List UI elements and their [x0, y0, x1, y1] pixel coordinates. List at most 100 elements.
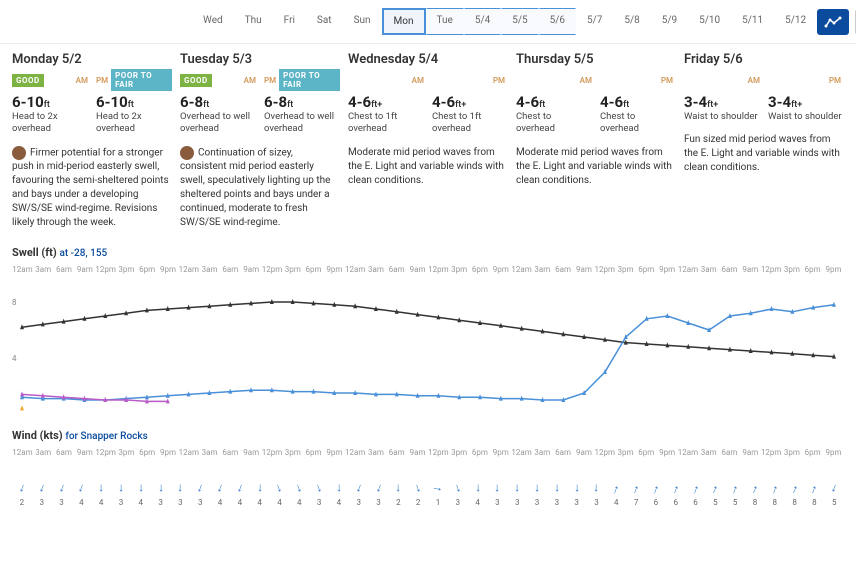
day-nav-item[interactable]: Thu: [234, 8, 273, 35]
am-label: AM: [409, 76, 427, 85]
time-tick: 3pm: [116, 448, 137, 457]
chart-view-toggle[interactable]: [817, 9, 849, 35]
wind-value: 4: [277, 498, 282, 507]
day-nav-item[interactable]: 5/4: [464, 8, 501, 35]
day-nav-item[interactable]: Wed: [192, 8, 234, 35]
wind-arrow-icon: ↑: [373, 482, 383, 497]
time-tick: 12pm: [262, 265, 283, 274]
am-label: AM: [577, 76, 595, 85]
time-tick: 9pm: [158, 265, 179, 274]
time-tick: 9am: [241, 265, 262, 274]
time-tick: 6pm: [636, 265, 657, 274]
day-nav-item[interactable]: 5/11: [731, 8, 774, 35]
wind-cell: ↑3: [488, 482, 508, 507]
wind-cell: ↑3: [349, 482, 369, 507]
wind-cell: ↑3: [369, 482, 389, 507]
forecast-text: Moderate mid period waves from the E. Li…: [516, 146, 676, 188]
day-nav: WedThuFriSatSunMonTue5/45/55/65/75/85/95…: [192, 8, 817, 35]
day-nav-item[interactable]: 5/9: [651, 8, 688, 35]
time-tick: 3pm: [615, 448, 636, 457]
wind-arrow-icon: ↑: [274, 482, 284, 497]
pm-desc: Waist to shoulder: [768, 111, 844, 123]
wind-arrow-icon: ↑: [336, 482, 342, 496]
forecast-columns: Monday 5/2 GOODAM PMPOOR TO FAIR 6-10ft …: [0, 44, 856, 238]
svg-text:8: 8: [12, 298, 17, 307]
time-tick: 6am: [386, 265, 407, 274]
wind-value: 6: [673, 498, 678, 507]
forecast-column: Thursday 5/5 AM PM 4-6ft Chest to overhe…: [512, 52, 680, 230]
pm-rating: POOR TO FAIR: [111, 69, 172, 91]
swell-plot: 84: [12, 274, 844, 414]
time-tick: 9am: [740, 448, 761, 457]
wind-arrow-icon: ↑: [710, 482, 720, 497]
time-tick: 6am: [553, 265, 574, 274]
wind-cell: ↑3: [32, 482, 52, 507]
time-tick: 6pm: [303, 448, 324, 457]
time-tick: 12am: [678, 265, 699, 274]
wind-cell: ↑2: [12, 482, 32, 507]
pm-desc: Chest to 1ft overhead: [432, 111, 508, 136]
wind-arrow-icon: ↑: [138, 482, 144, 496]
time-tick: 12am: [511, 448, 532, 457]
pm-height: 4-6ft: [600, 93, 676, 111]
time-tick: 9pm: [823, 448, 844, 457]
wind-cell: ↑3: [309, 482, 329, 507]
wind-chart[interactable]: 12am3am6am9am12pm3pm6pm9pm12am3am6am9am1…: [0, 444, 856, 524]
wind-arrow-icon: ↑: [554, 482, 560, 496]
day-nav-item[interactable]: 5/6: [539, 8, 576, 35]
wind-title: Wind (kts) for Snapper Rocks: [0, 421, 856, 444]
wind-cell: ↑3: [111, 482, 131, 507]
day-nav-item[interactable]: 5/5: [501, 8, 538, 35]
day-nav-item[interactable]: Mon: [382, 8, 426, 35]
wind-cell: ↑3: [151, 482, 171, 507]
time-tick: 6pm: [470, 448, 491, 457]
column-title: Monday 5/2: [12, 52, 172, 67]
day-nav-item[interactable]: 5/12: [774, 8, 817, 35]
wind-value: 3: [178, 498, 183, 507]
pm-label: PM: [93, 76, 111, 85]
pm-label: PM: [490, 76, 508, 85]
pm-rating: POOR TO FAIR: [279, 69, 340, 91]
wind-value: 6: [693, 498, 698, 507]
time-tick: 6am: [54, 265, 75, 274]
time-tick: 3pm: [282, 448, 303, 457]
wind-value: 4: [99, 498, 104, 507]
day-nav-item[interactable]: 5/10: [688, 8, 731, 35]
time-tick: 3am: [532, 265, 553, 274]
am-desc: Head to 2x overhead: [12, 111, 88, 136]
time-tick: 6pm: [137, 448, 158, 457]
time-tick: 9pm: [158, 448, 179, 457]
wind-arrow-icon: ↑: [690, 482, 700, 497]
wind-arrows: ↑2↑3↑3↑4↑4↑3↑4↑3↑3↑3↑4↑4↑4↑4↑4↑3↑4↑3↑3↑2…: [12, 457, 844, 507]
day-nav-item[interactable]: Tue: [426, 8, 464, 35]
forecast-column: Monday 5/2 GOODAM PMPOOR TO FAIR 6-10ft …: [8, 52, 176, 230]
chart-icon: [824, 16, 842, 28]
wind-value: 3: [59, 498, 64, 507]
day-nav-item[interactable]: Fri: [273, 8, 306, 35]
wind-cell: ↑8: [765, 482, 785, 507]
pm-height: 3-4ft+: [768, 93, 844, 111]
swell-chart[interactable]: 12am3am6am9am12pm3pm6pm9pm12am3am6am9am1…: [0, 261, 856, 421]
wind-arrow-icon: ↑: [195, 482, 205, 497]
day-nav-item[interactable]: 5/7: [576, 8, 613, 35]
wind-cell: ↑8: [805, 482, 825, 507]
time-tick: 12pm: [95, 448, 116, 457]
swell-title: Swell (ft) at -28, 155: [0, 238, 856, 261]
wind-cell: ↑3: [547, 482, 567, 507]
wind-value: 3: [158, 498, 163, 507]
wind-arrow-icon: ↑: [37, 482, 47, 497]
wind-value: 3: [198, 498, 203, 507]
am-height: 3-4ft+: [684, 93, 760, 111]
day-nav-item[interactable]: Sun: [343, 8, 382, 35]
time-tick: 12am: [678, 448, 699, 457]
time-tick: 9am: [241, 448, 262, 457]
time-tick: 3am: [532, 448, 553, 457]
day-nav-item[interactable]: Sat: [306, 8, 343, 35]
wind-arrow-icon: ↑: [98, 482, 104, 496]
wind-arrow-icon: ↑: [118, 482, 124, 496]
day-nav-item[interactable]: 5/8: [613, 8, 650, 35]
svg-text:4: 4: [12, 354, 17, 363]
time-tick: 3pm: [449, 448, 470, 457]
pm-label: PM: [261, 76, 279, 85]
wind-arrow-icon: ↑: [294, 482, 304, 497]
